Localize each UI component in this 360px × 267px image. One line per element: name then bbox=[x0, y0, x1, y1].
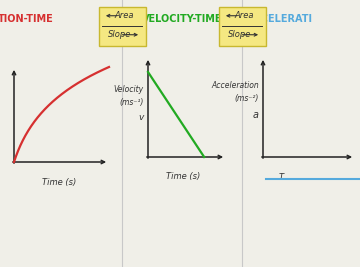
Text: Time (s): Time (s) bbox=[42, 178, 77, 187]
Text: VELOCITY-TIME: VELOCITY-TIME bbox=[142, 14, 222, 24]
Text: T: T bbox=[278, 172, 284, 182]
Text: TION-TIME: TION-TIME bbox=[0, 14, 54, 24]
Text: Slope: Slope bbox=[108, 30, 132, 39]
Text: a: a bbox=[253, 110, 259, 120]
Text: (ms⁻²): (ms⁻²) bbox=[235, 95, 259, 104]
Text: Velocity: Velocity bbox=[114, 85, 144, 95]
Text: Time (s): Time (s) bbox=[166, 172, 200, 182]
Text: ACCELERATI: ACCELERATI bbox=[247, 14, 313, 24]
Text: Acceleration: Acceleration bbox=[211, 80, 259, 89]
FancyBboxPatch shape bbox=[219, 6, 266, 45]
Text: Slope: Slope bbox=[228, 30, 252, 39]
Text: Area: Area bbox=[114, 11, 134, 20]
FancyBboxPatch shape bbox=[99, 6, 145, 45]
Text: Area: Area bbox=[234, 11, 254, 20]
Text: (ms⁻¹): (ms⁻¹) bbox=[120, 97, 144, 107]
Text: v: v bbox=[139, 112, 144, 121]
